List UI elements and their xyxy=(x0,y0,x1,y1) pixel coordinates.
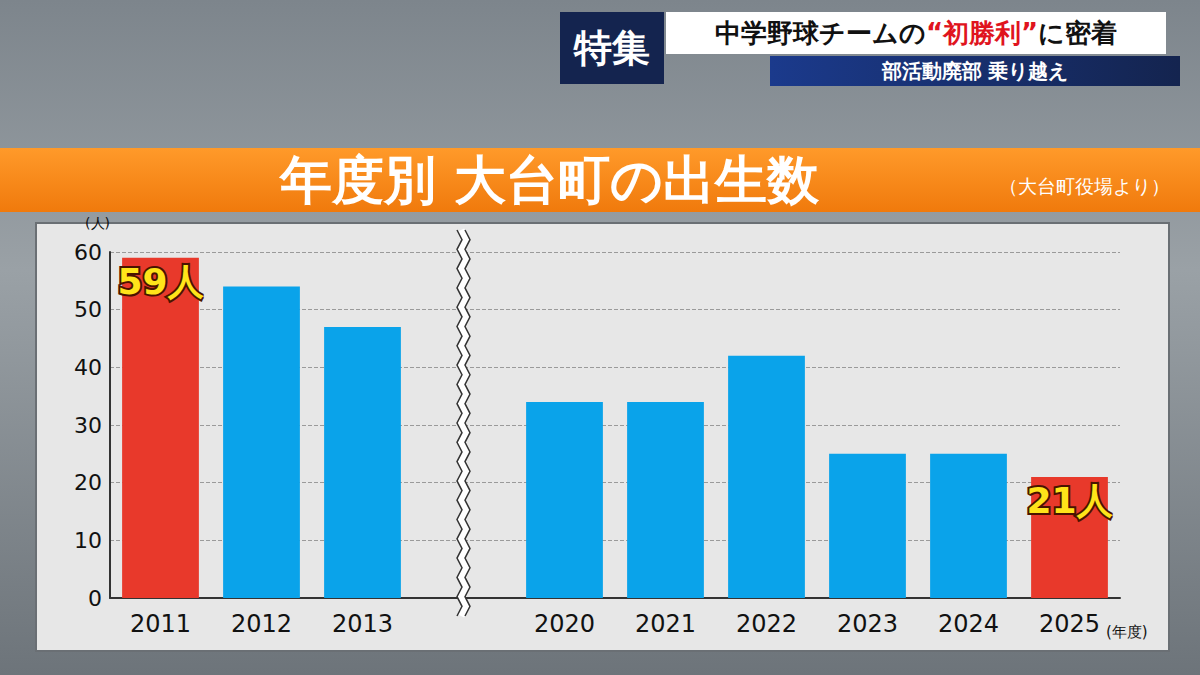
html-text:（大台町役場より）: （大台町役場より） xyxy=(999,175,1170,197)
svg-text:2020: 2020 xyxy=(534,610,595,638)
svg-text:21人: 21人 xyxy=(1026,480,1112,521)
svg-text:20: 20 xyxy=(74,470,102,495)
svg-text:60: 60 xyxy=(74,240,102,265)
svg-text:2013: 2013 xyxy=(332,610,393,638)
html-text:中学野球チームの“初勝利”に密着: 中学野球チームの“初勝利”に密着 xyxy=(714,17,1118,48)
svg-text:2021: 2021 xyxy=(635,610,696,638)
svg-text:30: 30 xyxy=(74,413,102,438)
svg-text:2022: 2022 xyxy=(736,610,797,638)
svg-text:2023: 2023 xyxy=(837,610,898,638)
svg-text:40: 40 xyxy=(74,355,102,380)
html-text:部活動廃部 乗り越え: 部活動廃部 乗り越え xyxy=(881,58,1069,83)
svg-text:10: 10 xyxy=(74,528,102,553)
svg-text:(人): (人) xyxy=(85,215,110,231)
svg-text:2025: 2025 xyxy=(1039,610,1100,638)
svg-text:2024: 2024 xyxy=(938,610,999,638)
svg-text:0: 0 xyxy=(88,586,102,611)
svg-text:2012: 2012 xyxy=(231,610,292,638)
svg-text:2011: 2011 xyxy=(130,610,191,638)
svg-text:59人: 59人 xyxy=(117,261,203,302)
svg-text:50: 50 xyxy=(74,297,102,322)
html-text:特集: 特集 xyxy=(574,25,650,70)
svg-text:(年度): (年度) xyxy=(1106,623,1148,641)
html-text:年度別 大台町の出生数: 年度別 大台町の出生数 xyxy=(280,150,820,210)
